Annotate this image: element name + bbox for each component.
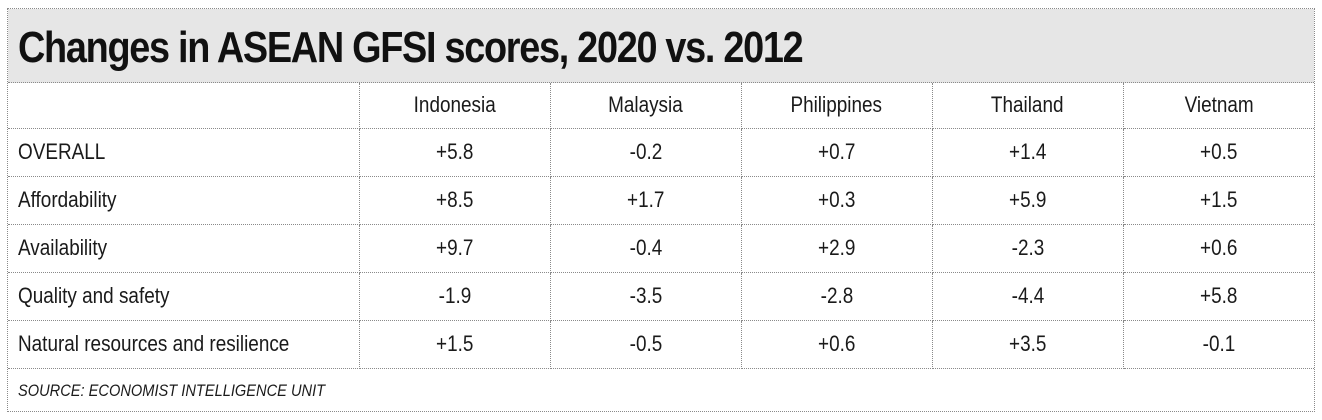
value-cell: +3.5: [932, 320, 1124, 369]
value-cell: +0.3: [741, 176, 933, 225]
value-cell: +1.5: [1123, 176, 1314, 225]
row-label: Affordability: [18, 187, 117, 212]
value: +9.7: [435, 235, 474, 260]
value-cell: +0.7: [741, 128, 933, 177]
value-cell: -1.9: [359, 272, 551, 321]
column-header: Indonesia: [413, 92, 496, 118]
value-cell: +5.8: [1123, 272, 1314, 321]
row-label: Quality and safety: [18, 283, 170, 308]
header-philippines: Philippines: [741, 83, 933, 129]
value: +5.9: [1008, 187, 1047, 212]
value-cell: +0.6: [741, 320, 933, 369]
scores-table: Indonesia Malaysia Philippines Thailand …: [8, 83, 1314, 413]
row-label-cell: Availability: [8, 224, 360, 273]
value-cell: +5.8: [359, 128, 551, 177]
value: +1.4: [1008, 139, 1047, 164]
column-header: Vietnam: [1184, 92, 1254, 118]
value-cell: -2.3: [932, 224, 1124, 273]
header-indonesia: Indonesia: [359, 83, 551, 129]
value-cell: -2.8: [741, 272, 933, 321]
value: +0.7: [817, 139, 856, 164]
column-header: Philippines: [790, 92, 883, 118]
table-row: Quality and safety -1.9 -3.5 -2.8 -4.4 +…: [8, 272, 1314, 321]
table-row: Natural resources and resilience +1.5 -0…: [8, 320, 1314, 369]
value-cell: +2.9: [741, 224, 933, 273]
row-label-cell: Affordability: [8, 176, 360, 225]
row-label: Availability: [18, 235, 108, 260]
value-cell: -0.2: [550, 128, 742, 177]
value: +5.8: [435, 139, 474, 164]
source-row: SOURCE: ECONOMIST INTELLIGENCE UNIT: [8, 368, 1314, 413]
value-cell: +0.5: [1123, 128, 1314, 177]
value: -0.4: [629, 235, 662, 260]
value-cell: +1.4: [932, 128, 1124, 177]
value: +8.5: [435, 187, 474, 212]
value-cell: +1.5: [359, 320, 551, 369]
value: -1.9: [438, 283, 471, 308]
row-label-cell: Quality and safety: [8, 272, 360, 321]
table-row: OVERALL +5.8 -0.2 +0.7 +1.4 +0.5: [8, 128, 1314, 177]
header-thailand: Thailand: [932, 83, 1124, 129]
source-cell: SOURCE: ECONOMIST INTELLIGENCE UNIT: [8, 368, 1314, 413]
source-note: SOURCE: ECONOMIST INTELLIGENCE UNIT: [18, 380, 326, 400]
table-row: Affordability +8.5 +1.7 +0.3 +5.9 +1.5: [8, 176, 1314, 225]
value: -2.8: [820, 283, 853, 308]
value: +0.6: [1200, 235, 1238, 260]
column-header: Malaysia: [608, 92, 683, 118]
column-header: Thailand: [991, 92, 1064, 118]
value: +2.9: [817, 235, 856, 260]
value: +1.5: [435, 331, 474, 356]
header-vietnam: Vietnam: [1123, 83, 1314, 129]
title-bar: Changes in ASEAN GFSI scores, 2020 vs. 2…: [8, 9, 1314, 83]
value-cell: -0.1: [1123, 320, 1314, 369]
value-cell: -0.4: [550, 224, 742, 273]
row-label-cell: OVERALL: [8, 128, 360, 177]
chart-title: Changes in ASEAN GFSI scores, 2020 vs. 2…: [18, 22, 804, 72]
value-cell: -4.4: [932, 272, 1124, 321]
value: -0.5: [629, 331, 662, 356]
value-cell: +1.7: [550, 176, 742, 225]
value-cell: +0.6: [1123, 224, 1314, 273]
value: -2.3: [1011, 235, 1044, 260]
value: +0.5: [1200, 139, 1238, 164]
value: +3.5: [1008, 331, 1047, 356]
value-cell: +9.7: [359, 224, 551, 273]
header-row: Indonesia Malaysia Philippines Thailand …: [8, 83, 1314, 129]
header-label-cell: [8, 83, 360, 129]
header-malaysia: Malaysia: [550, 83, 742, 129]
value: +0.6: [817, 331, 856, 356]
value-cell: +5.9: [932, 176, 1124, 225]
row-label: Natural resources and resilience: [18, 331, 290, 356]
value-cell: -0.5: [550, 320, 742, 369]
table-row: Availability +9.7 -0.4 +2.9 -2.3 +0.6: [8, 224, 1314, 273]
value: -0.2: [629, 139, 662, 164]
value-cell: -3.5: [550, 272, 742, 321]
value: +5.8: [1200, 283, 1238, 308]
gfsi-table-figure: Changes in ASEAN GFSI scores, 2020 vs. 2…: [7, 8, 1315, 412]
value: +1.5: [1200, 187, 1238, 212]
row-label-cell: Natural resources and resilience: [8, 320, 360, 369]
row-label: OVERALL: [18, 139, 106, 164]
value: -3.5: [629, 283, 662, 308]
value: +1.7: [626, 187, 665, 212]
value-cell: +8.5: [359, 176, 551, 225]
value: -0.1: [1202, 331, 1236, 356]
value: -4.4: [1011, 283, 1044, 308]
value: +0.3: [817, 187, 856, 212]
